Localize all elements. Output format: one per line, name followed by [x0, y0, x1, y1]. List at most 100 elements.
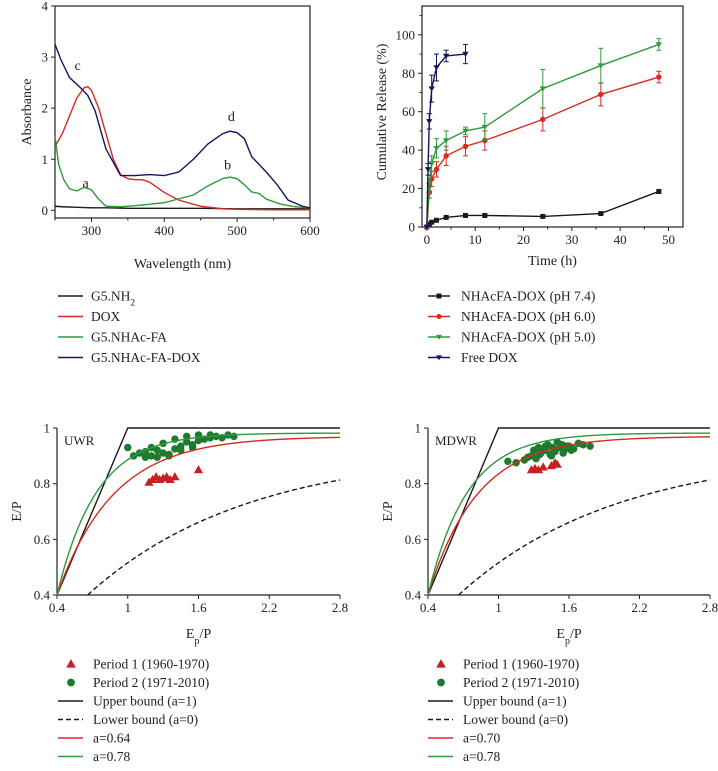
x-axis-label-sub: p [565, 636, 570, 647]
y-tick-label: 1 [44, 421, 51, 436]
axes-frame [421, 5, 684, 228]
panel-title: MDWR [435, 433, 477, 448]
curve-label-d: d [228, 110, 235, 125]
release-series-line [426, 190, 660, 228]
legend-label: G5.NHAc-FA-DOX [91, 350, 201, 365]
curve-line [427, 432, 710, 596]
panel-title: UWR [64, 433, 95, 448]
data-point [442, 138, 450, 144]
x-tick-label: 20 [517, 232, 530, 247]
legend-label: Period 1 (1960-1970) [463, 657, 579, 672]
data-point [147, 452, 156, 460]
legend-subscript: 2 [130, 299, 135, 309]
release-series-line [426, 76, 660, 228]
x-axis-label-tail: /P [570, 627, 582, 642]
data-point [656, 188, 662, 194]
series-line-c [54, 85, 310, 211]
curve-line [427, 427, 710, 596]
x-axis-label: Time (h) [528, 254, 577, 269]
data-point [424, 167, 432, 173]
data-point [540, 116, 546, 123]
curve-line [87, 479, 341, 596]
data-point [442, 53, 450, 59]
y-tick-label: 0.4 [34, 588, 51, 603]
x-tick-label: 400 [155, 223, 175, 238]
data-point [656, 74, 662, 80]
legend-label: Upper bound (a=1) [93, 694, 197, 709]
legend-marker [436, 334, 442, 340]
data-point [598, 91, 604, 98]
x-tick-label: 30 [565, 232, 578, 247]
legend-label: G5.NHAc-FA [91, 330, 167, 345]
legend-label: a=0.78 [463, 749, 500, 764]
x-tick-label: 2.2 [261, 600, 277, 615]
x-axis-label: Ep/P [186, 627, 211, 647]
y-tick-label: 100 [396, 27, 416, 42]
legend-marker [437, 678, 445, 687]
legend-marker [436, 313, 442, 320]
data-point [433, 65, 440, 71]
legend-label: G5.NH2 [91, 289, 135, 309]
data-point [598, 211, 604, 217]
x-tick-label: 1.6 [190, 600, 207, 615]
data-point [655, 42, 663, 48]
data-point [159, 449, 167, 457]
axes-frame [54, 5, 311, 219]
x-tick-label: 500 [227, 223, 247, 238]
legend-marker [67, 678, 75, 687]
y-axis-label: E/P [381, 501, 396, 521]
y-tick-label: 0 [42, 203, 49, 218]
data-point [540, 213, 546, 219]
series-line-a [54, 205, 310, 210]
data-point [567, 446, 576, 455]
data-point [462, 51, 469, 57]
y-tick-label: 0 [409, 220, 416, 235]
legend-label: a=0.64 [93, 731, 130, 746]
x-tick-label: 50 [662, 232, 675, 247]
data-point [539, 86, 547, 92]
data-point [124, 443, 132, 452]
series-line-b [54, 136, 311, 209]
curve-line [56, 436, 341, 596]
data-point [541, 442, 550, 450]
data-point [504, 457, 512, 466]
y-tick-label: 0.8 [405, 476, 421, 491]
curve-label-c: c [74, 59, 80, 74]
data-point [170, 472, 180, 481]
y-tick-label: 0.8 [34, 476, 50, 491]
data-point [153, 446, 161, 455]
data-point [586, 442, 594, 450]
legend-label: Upper bound (a=1) [463, 694, 567, 709]
x-tick-label: 0.4 [420, 600, 437, 615]
x-tick-label: 2.8 [332, 600, 348, 615]
data-point [141, 453, 150, 461]
legend-label: Free DOX [461, 350, 518, 365]
legend-label: NHAcFA-DOX (pH 7.4) [461, 289, 595, 304]
legend-marker [66, 659, 76, 668]
data-point [552, 459, 562, 468]
y-tick-label: 40 [402, 143, 415, 158]
data-point [462, 143, 469, 150]
data-point [433, 166, 440, 173]
data-point [428, 86, 435, 92]
y-axis-label: E/P [10, 501, 25, 521]
data-point [429, 219, 435, 225]
curve-line [458, 479, 711, 596]
x-tick-label: 10 [469, 232, 482, 247]
curve-label-b: b [224, 158, 231, 173]
data-point [434, 217, 439, 223]
data-point [193, 465, 204, 474]
y-tick-label: 0.4 [405, 588, 422, 603]
data-point [547, 452, 556, 460]
y-axis-label: Cumulative Release (%) [375, 43, 390, 180]
data-point [443, 153, 449, 159]
data-point [481, 124, 489, 130]
data-point [153, 453, 161, 461]
x-axis-label: Wavelength (nm) [134, 257, 232, 272]
legend-marker [436, 355, 442, 361]
y-tick-label: 0.6 [405, 532, 422, 547]
legend-marker [436, 659, 446, 668]
y-tick-label: 1 [415, 421, 422, 436]
x-tick-label: 0 [424, 232, 431, 247]
